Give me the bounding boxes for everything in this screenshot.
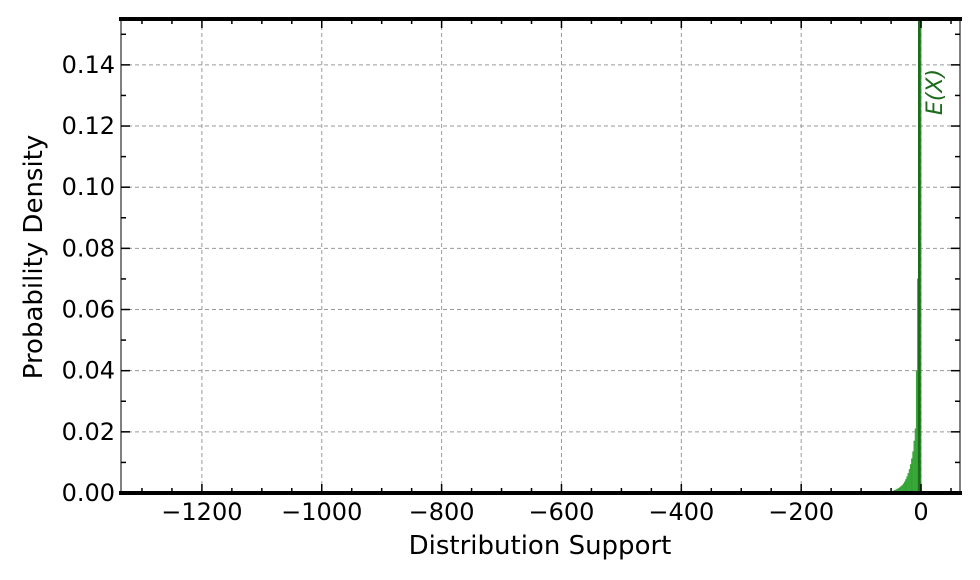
y-axis-label: Probability Density	[19, 135, 49, 380]
y-tick-label: 0.02	[62, 418, 115, 446]
mean-line-label: E(X)	[923, 69, 948, 115]
y-tick-label: 0.10	[62, 173, 115, 201]
x-tick-label: −1200	[161, 498, 242, 526]
grid	[121, 19, 960, 493]
y-tick-label: 0.14	[62, 51, 115, 79]
y-tick-label: 0.06	[62, 296, 115, 324]
x-tick-label: −400	[648, 498, 714, 526]
y-tick-label: 0.00	[62, 479, 115, 507]
axes: −1200 −1000 −800 −600 −400 −200 0 0.00 0.02 0.04 0…	[62, 17, 962, 526]
y-tick-label: 0.04	[62, 357, 115, 385]
y-tick-label: 0.08	[62, 234, 115, 262]
y-tick-label: 0.12	[62, 112, 115, 140]
histogram-bars	[887, 18, 922, 494]
x-tick-label: −600	[529, 498, 595, 526]
mean-line-group: E(X)	[917, 19, 948, 493]
axis-labels: Distribution Support Probability Density	[19, 135, 671, 561]
x-tick-label: −200	[768, 498, 834, 526]
x-tick-label: −800	[409, 498, 475, 526]
x-tick-label: 0	[913, 498, 928, 526]
x-tick-label: −1000	[281, 498, 362, 526]
x-axis-label: Distribution Support	[409, 531, 672, 561]
